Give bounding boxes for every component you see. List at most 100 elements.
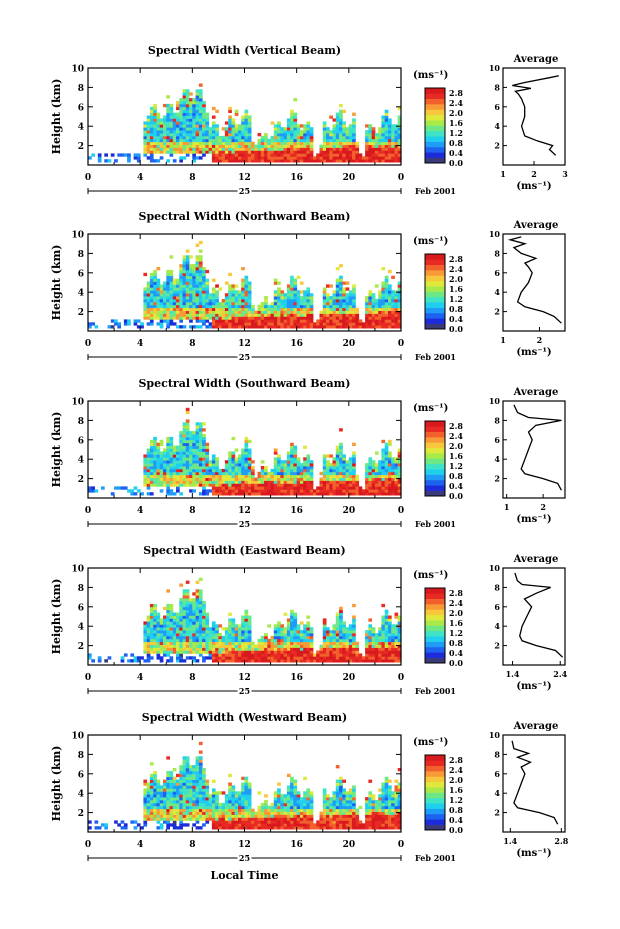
heatmap-cell bbox=[159, 659, 164, 663]
heatmap-cell bbox=[296, 130, 301, 134]
heatmap-cell bbox=[286, 641, 291, 645]
heatmap-cell bbox=[260, 304, 265, 309]
heatmap-cell bbox=[149, 471, 154, 476]
heatmap-cell bbox=[169, 436, 174, 441]
heatmap-cell bbox=[176, 135, 180, 140]
heatmap-cell bbox=[244, 307, 249, 311]
heatmap-cell bbox=[163, 624, 167, 628]
heatmap-cell bbox=[290, 486, 294, 490]
heatmap-cell bbox=[260, 313, 265, 317]
heatmap-cell bbox=[146, 794, 151, 798]
heatmap-cell bbox=[228, 659, 232, 663]
heatmap-cell bbox=[251, 647, 255, 651]
heatmap-cell bbox=[371, 656, 376, 660]
heatmap-cell bbox=[176, 299, 180, 303]
heatmap-cell bbox=[280, 468, 285, 473]
heatmap-cell bbox=[257, 156, 262, 160]
heatmap-cell bbox=[280, 153, 285, 157]
heatmap-cell bbox=[189, 436, 193, 441]
heatmap-cell bbox=[365, 492, 369, 496]
heatmap-cell bbox=[352, 483, 356, 487]
heatmap-cell bbox=[231, 618, 236, 622]
heatmap-cell bbox=[156, 296, 161, 300]
heatmap-cell bbox=[391, 460, 395, 464]
heatmap-cell bbox=[316, 492, 320, 496]
heatmap-cell bbox=[149, 275, 154, 279]
heatmap-cell bbox=[163, 647, 167, 651]
heatmap-cell bbox=[345, 489, 350, 493]
heatmap-cell bbox=[205, 124, 210, 128]
heatmap-cell bbox=[293, 650, 298, 654]
heatmap-cell bbox=[378, 653, 382, 657]
heatmap-cell bbox=[234, 480, 239, 484]
heatmap-cell bbox=[326, 471, 330, 476]
heatmap-cell bbox=[296, 135, 301, 140]
heatmap-cell bbox=[185, 101, 190, 105]
heatmap-cell bbox=[371, 316, 376, 320]
heatmap-cell bbox=[234, 144, 239, 148]
heatmap-cell bbox=[231, 468, 236, 473]
colorbar-tick-label: 0.8 bbox=[449, 138, 463, 148]
heatmap-cell bbox=[195, 644, 200, 648]
heatmap-cell bbox=[172, 133, 177, 137]
heatmap-cell bbox=[264, 313, 268, 317]
heatmap-cell bbox=[397, 486, 402, 490]
heatmap-cell bbox=[329, 144, 333, 148]
heatmap-cell bbox=[339, 130, 343, 134]
heatmap-cell bbox=[322, 477, 327, 481]
heatmap-cell bbox=[202, 641, 206, 645]
heatmap-cell bbox=[345, 307, 350, 311]
heatmap-cell bbox=[345, 480, 350, 484]
heatmap-cell bbox=[277, 144, 281, 148]
heatmap-cell bbox=[388, 439, 392, 444]
heatmap-cell bbox=[221, 638, 226, 643]
heatmap-cell bbox=[231, 451, 236, 455]
heatmap-cell bbox=[185, 460, 190, 464]
heatmap-cell bbox=[299, 124, 304, 128]
heatmap-cell bbox=[293, 296, 298, 300]
heatmap-cell bbox=[179, 457, 183, 461]
heatmap-cell bbox=[352, 451, 356, 455]
heatmap-cell bbox=[306, 656, 311, 660]
heatmap-cell bbox=[394, 153, 399, 157]
heatmap-cell bbox=[163, 633, 167, 637]
heatmap-cell bbox=[388, 477, 392, 481]
heatmap-cell bbox=[182, 466, 187, 470]
heatmap-cell bbox=[371, 659, 376, 663]
heatmap-cell bbox=[234, 650, 239, 654]
heatmap-cell bbox=[277, 483, 281, 487]
heatmap-cell bbox=[355, 477, 360, 481]
heatmap-cell bbox=[378, 486, 382, 490]
heatmap-cell bbox=[244, 624, 249, 628]
heatmap-cell bbox=[172, 466, 177, 470]
heatmap-cell bbox=[267, 656, 271, 660]
heatmap-cell bbox=[169, 103, 174, 108]
heatmap-cell bbox=[394, 474, 399, 478]
heatmap-cell bbox=[277, 656, 281, 660]
heatmap-cell bbox=[329, 319, 333, 323]
heatmap-cell bbox=[391, 293, 395, 297]
heatmap-cell bbox=[172, 621, 177, 625]
heatmap-cell bbox=[277, 299, 281, 303]
heatmap-cell bbox=[348, 147, 353, 151]
heatmap-cell bbox=[280, 474, 285, 478]
heatmap-cell bbox=[205, 474, 210, 478]
heatmap-cell bbox=[348, 150, 353, 154]
heatmap-cell bbox=[163, 811, 167, 815]
heatmap-cell bbox=[241, 133, 245, 137]
heatmap-cell bbox=[166, 112, 170, 116]
heatmap-cell bbox=[352, 118, 356, 122]
heatmap-cell bbox=[149, 644, 154, 648]
heatmap-cell bbox=[182, 299, 187, 303]
heatmap-cell bbox=[273, 301, 278, 306]
heatmap-cell bbox=[146, 785, 151, 789]
heatmap-cell bbox=[319, 480, 324, 484]
heatmap-cell bbox=[169, 269, 174, 274]
heatmap-cell bbox=[182, 601, 187, 605]
heatmap-cell bbox=[156, 782, 161, 786]
heatmap-cell bbox=[283, 627, 288, 631]
heatmap-cell bbox=[322, 624, 327, 628]
profile-y-tick-label: 8 bbox=[494, 415, 500, 425]
heatmap-cell bbox=[306, 466, 311, 470]
heatmap-cell bbox=[270, 653, 275, 657]
